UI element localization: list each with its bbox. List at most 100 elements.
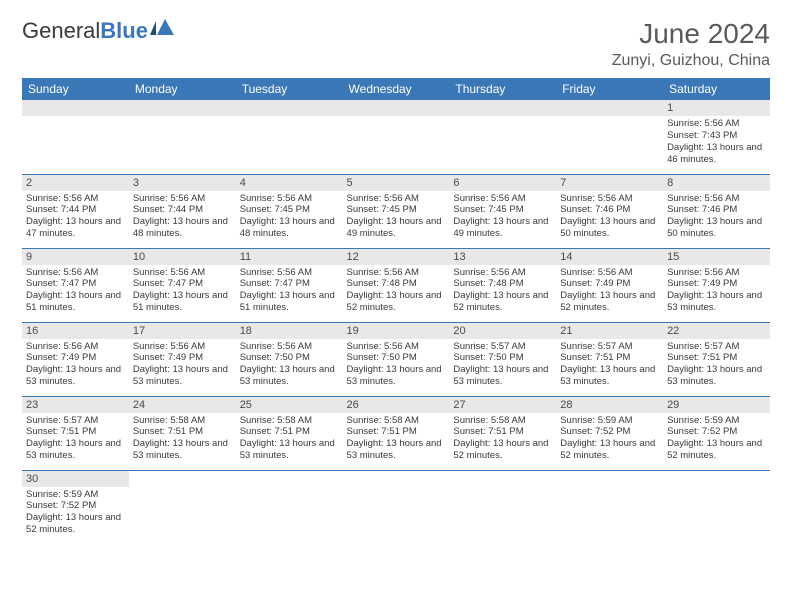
day-number: 2 [22,175,129,191]
daylight-text: Daylight: 13 hours and 52 minutes. [453,438,552,462]
calendar-cell: 4Sunrise: 5:56 AMSunset: 7:45 PMDaylight… [236,174,343,248]
daylight-text: Daylight: 13 hours and 53 minutes. [347,438,446,462]
daylight-text: Daylight: 13 hours and 51 minutes. [133,290,232,314]
cell-body: Sunrise: 5:56 AMSunset: 7:49 PMDaylight:… [556,265,663,319]
month-title: June 2024 [612,18,770,50]
cell-body: Sunrise: 5:56 AMSunset: 7:48 PMDaylight:… [343,265,450,319]
daylight-text: Daylight: 13 hours and 50 minutes. [667,216,766,240]
flag-icon [150,19,176,37]
calendar-cell: 9Sunrise: 5:56 AMSunset: 7:47 PMDaylight… [22,248,129,322]
calendar-cell: 7Sunrise: 5:56 AMSunset: 7:46 PMDaylight… [556,174,663,248]
day-header: Tuesday [236,78,343,100]
sunrise-text: Sunrise: 5:57 AM [667,341,766,353]
day-number: 25 [236,397,343,413]
calendar-cell: 15Sunrise: 5:56 AMSunset: 7:49 PMDayligh… [663,248,770,322]
sunrise-text: Sunrise: 5:56 AM [26,341,125,353]
sunset-text: Sunset: 7:49 PM [667,278,766,290]
sunrise-text: Sunrise: 5:56 AM [347,193,446,205]
cell-body: Sunrise: 5:56 AMSunset: 7:50 PMDaylight:… [343,339,450,393]
daylight-text: Daylight: 13 hours and 51 minutes. [240,290,339,314]
day-number: 28 [556,397,663,413]
location-text: Zunyi, Guizhou, China [612,52,770,70]
cell-body: Sunrise: 5:56 AMSunset: 7:46 PMDaylight:… [556,191,663,245]
sunset-text: Sunset: 7:44 PM [26,204,125,216]
calendar-cell: 1Sunrise: 5:56 AMSunset: 7:43 PMDaylight… [663,100,770,174]
daylight-text: Daylight: 13 hours and 52 minutes. [560,290,659,314]
day-number: 17 [129,323,236,339]
sunrise-text: Sunrise: 5:57 AM [560,341,659,353]
calendar-cell: 8Sunrise: 5:56 AMSunset: 7:46 PMDaylight… [663,174,770,248]
daylight-text: Daylight: 13 hours and 53 minutes. [240,364,339,388]
sunrise-text: Sunrise: 5:58 AM [133,415,232,427]
daylight-text: Daylight: 13 hours and 48 minutes. [133,216,232,240]
daylight-text: Daylight: 13 hours and 52 minutes. [26,512,125,536]
day-number: 30 [22,471,129,487]
day-number: 6 [449,175,556,191]
title-block: June 2024 Zunyi, Guizhou, China [612,18,770,70]
sunset-text: Sunset: 7:49 PM [133,352,232,364]
sunset-text: Sunset: 7:50 PM [453,352,552,364]
calendar-cell [236,100,343,174]
day-number: 7 [556,175,663,191]
cell-body: Sunrise: 5:56 AMSunset: 7:44 PMDaylight:… [22,191,129,245]
sunset-text: Sunset: 7:51 PM [347,426,446,438]
sunrise-text: Sunrise: 5:56 AM [347,267,446,279]
calendar-cell [129,470,236,544]
sunrise-text: Sunrise: 5:58 AM [240,415,339,427]
daylight-text: Daylight: 13 hours and 53 minutes. [453,364,552,388]
calendar-cell: 3Sunrise: 5:56 AMSunset: 7:44 PMDaylight… [129,174,236,248]
calendar-cell: 5Sunrise: 5:56 AMSunset: 7:45 PMDaylight… [343,174,450,248]
calendar-cell: 22Sunrise: 5:57 AMSunset: 7:51 PMDayligh… [663,322,770,396]
calendar-cell: 23Sunrise: 5:57 AMSunset: 7:51 PMDayligh… [22,396,129,470]
sunrise-text: Sunrise: 5:56 AM [667,193,766,205]
calendar-cell: 24Sunrise: 5:58 AMSunset: 7:51 PMDayligh… [129,396,236,470]
sunset-text: Sunset: 7:47 PM [240,278,339,290]
calendar-cell [129,100,236,174]
sunrise-text: Sunrise: 5:56 AM [453,193,552,205]
sunset-text: Sunset: 7:52 PM [667,426,766,438]
sunrise-text: Sunrise: 5:56 AM [133,267,232,279]
daylight-text: Daylight: 13 hours and 53 minutes. [240,438,339,462]
cell-body: Sunrise: 5:56 AMSunset: 7:49 PMDaylight:… [663,265,770,319]
calendar-cell: 6Sunrise: 5:56 AMSunset: 7:45 PMDaylight… [449,174,556,248]
daylight-text: Daylight: 13 hours and 52 minutes. [560,438,659,462]
calendar-row: 1Sunrise: 5:56 AMSunset: 7:43 PMDaylight… [22,100,770,174]
cell-body: Sunrise: 5:57 AMSunset: 7:51 PMDaylight:… [663,339,770,393]
sunset-text: Sunset: 7:51 PM [560,352,659,364]
cell-body: Sunrise: 5:56 AMSunset: 7:45 PMDaylight:… [343,191,450,245]
daylight-text: Daylight: 13 hours and 46 minutes. [667,142,766,166]
sunset-text: Sunset: 7:46 PM [667,204,766,216]
sunrise-text: Sunrise: 5:59 AM [667,415,766,427]
daylight-text: Daylight: 13 hours and 52 minutes. [667,438,766,462]
sunrise-text: Sunrise: 5:56 AM [133,341,232,353]
day-number: 8 [663,175,770,191]
sunset-text: Sunset: 7:51 PM [240,426,339,438]
cell-body: Sunrise: 5:57 AMSunset: 7:51 PMDaylight:… [22,413,129,467]
daylight-text: Daylight: 13 hours and 53 minutes. [26,364,125,388]
calendar-cell: 16Sunrise: 5:56 AMSunset: 7:49 PMDayligh… [22,322,129,396]
calendar-cell: 20Sunrise: 5:57 AMSunset: 7:50 PMDayligh… [449,322,556,396]
calendar-cell: 19Sunrise: 5:56 AMSunset: 7:50 PMDayligh… [343,322,450,396]
calendar-cell: 18Sunrise: 5:56 AMSunset: 7:50 PMDayligh… [236,322,343,396]
calendar-cell [343,470,450,544]
day-number: 16 [22,323,129,339]
empty-daybar [129,100,236,116]
sunset-text: Sunset: 7:49 PM [560,278,659,290]
day-header: Friday [556,78,663,100]
day-number: 22 [663,323,770,339]
sunset-text: Sunset: 7:47 PM [133,278,232,290]
calendar-row: 30Sunrise: 5:59 AMSunset: 7:52 PMDayligh… [22,470,770,544]
calendar-cell: 28Sunrise: 5:59 AMSunset: 7:52 PMDayligh… [556,396,663,470]
sunset-text: Sunset: 7:52 PM [26,500,125,512]
cell-body: Sunrise: 5:56 AMSunset: 7:47 PMDaylight:… [129,265,236,319]
cell-body: Sunrise: 5:56 AMSunset: 7:46 PMDaylight:… [663,191,770,245]
sunset-text: Sunset: 7:45 PM [347,204,446,216]
sunrise-text: Sunrise: 5:56 AM [667,267,766,279]
sunset-text: Sunset: 7:43 PM [667,130,766,142]
sunset-text: Sunset: 7:50 PM [347,352,446,364]
daylight-text: Daylight: 13 hours and 53 minutes. [133,364,232,388]
day-header-row: SundayMondayTuesdayWednesdayThursdayFrid… [22,78,770,100]
daylight-text: Daylight: 13 hours and 53 minutes. [133,438,232,462]
cell-body: Sunrise: 5:56 AMSunset: 7:50 PMDaylight:… [236,339,343,393]
daylight-text: Daylight: 13 hours and 53 minutes. [26,438,125,462]
